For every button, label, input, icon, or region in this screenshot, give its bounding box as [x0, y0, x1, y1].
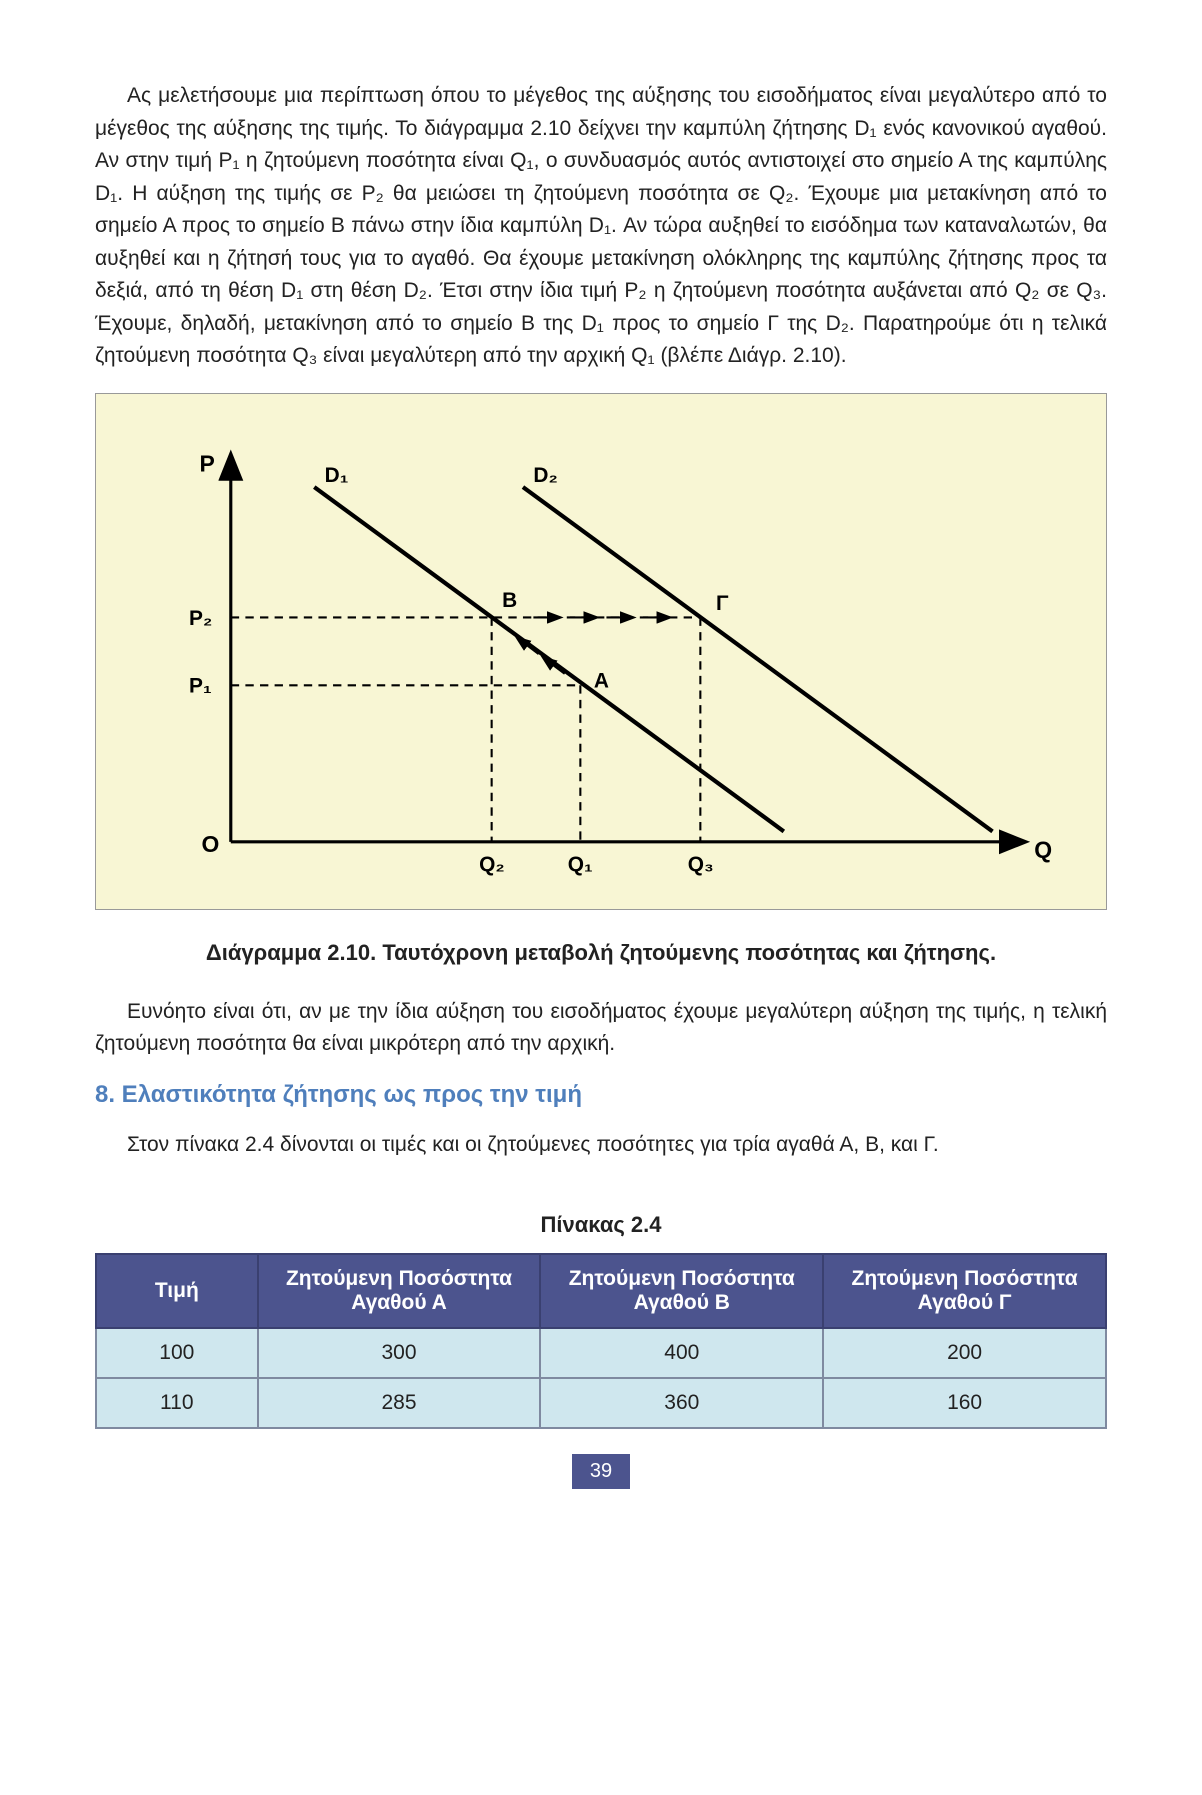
table-2-4: Τιμή Ζητούμενη Ποσόστητα Αγαθού Α Ζητούμ…	[95, 1253, 1107, 1429]
table-header-2: Ζητούμενη Ποσόστητα Αγαθού Β	[540, 1254, 823, 1328]
x-axis-label: Q	[1034, 836, 1052, 862]
table-cell: 285	[258, 1378, 541, 1428]
point-a-label: Α	[594, 669, 609, 692]
table-row: 100 300 400 200	[96, 1328, 1106, 1378]
table-header-1: Ζητούμενη Ποσόστητα Αγαθού Α	[258, 1254, 541, 1328]
table-cell: 300	[258, 1328, 541, 1378]
move-arrow-2	[518, 638, 539, 654]
table-cell: 110	[96, 1378, 258, 1428]
d2-label: D₂	[533, 464, 557, 487]
d1-line	[314, 487, 784, 831]
q2-label: Q₂	[479, 853, 505, 876]
y-axis-label: P	[199, 450, 214, 476]
table-cell: 360	[540, 1378, 823, 1428]
table-cell: 160	[823, 1378, 1106, 1428]
origin-label: O	[202, 831, 220, 857]
chart-caption: Διάγραμμα 2.10. Ταυτόχρονη μεταβολή ζητο…	[95, 940, 1107, 966]
table-row: 110 285 360 160	[96, 1378, 1106, 1428]
table-cell: 200	[823, 1328, 1106, 1378]
d2-line	[523, 487, 993, 831]
d1-label: D₁	[325, 464, 349, 487]
point-b-label: Β	[502, 589, 517, 612]
table-header-3: Ζητούμενη Ποσόστητα Αγαθού Γ	[823, 1254, 1106, 1328]
table-cell: 100	[96, 1328, 258, 1378]
table-header-0: Τιμή	[96, 1254, 258, 1328]
p1-label: P₁	[189, 675, 212, 698]
table-2-4-title: Πίνακας 2.4	[95, 1212, 1107, 1238]
page-number: 39	[572, 1454, 630, 1489]
q3-label: Q₃	[688, 853, 714, 876]
body-paragraph-2: Ευνόητο είναι ότι, αν με την ίδια αύξηση…	[95, 996, 1107, 1061]
point-c-label: Γ	[716, 592, 729, 615]
q1-label: Q₁	[568, 853, 593, 876]
section-8-heading: 8. Ελαστικότητα ζήτησης ως προς την τιμή	[95, 1081, 1107, 1109]
demand-shift-chart: P Q O P₂ P₁ Q₂ Q₁ Q₃ D₁ D₂ Β Γ Α	[116, 414, 1076, 894]
diagram-2-10: P Q O P₂ P₁ Q₂ Q₁ Q₃ D₁ D₂ Β Γ Α	[95, 393, 1107, 910]
table-cell: 400	[540, 1328, 823, 1378]
body-paragraph-3: Στον πίνακα 2.4 δίνονται οι τιμές και οι…	[95, 1129, 1107, 1162]
p2-label: P₂	[189, 607, 212, 630]
body-paragraph-1: Ας μελετήσουμε μια περίπτωση όπου το μέγ…	[95, 80, 1107, 373]
